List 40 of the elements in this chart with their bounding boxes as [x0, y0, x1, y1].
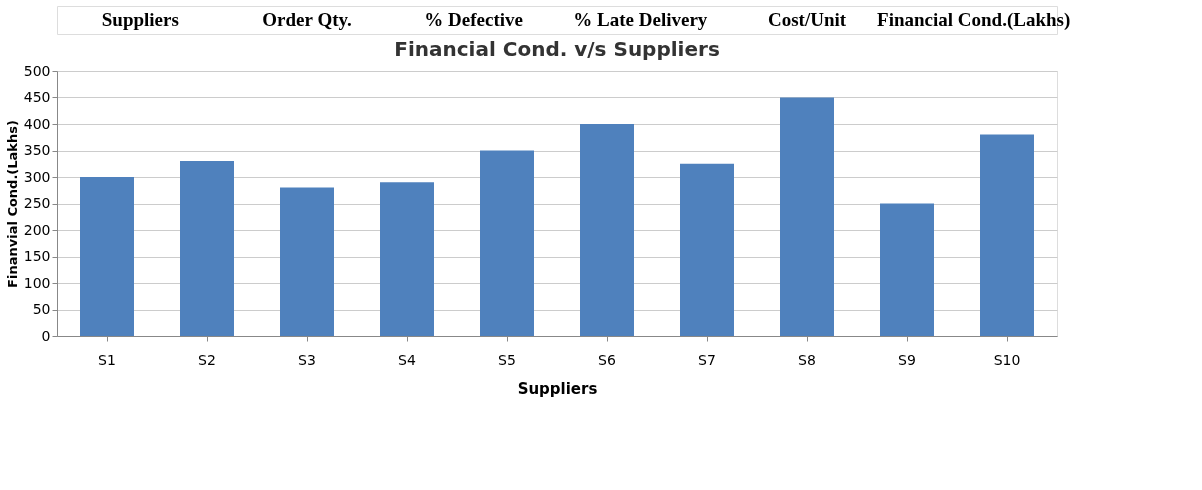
y-tick-label: 250 [23, 195, 51, 211]
y-tick-label: 200 [23, 221, 51, 238]
x-tick-label: S1 [98, 351, 116, 368]
text: % Defective [424, 9, 523, 30]
x-tick-label: S5 [498, 351, 516, 368]
bar [680, 163, 734, 336]
bar [980, 134, 1034, 336]
bar [880, 203, 934, 336]
bar [580, 124, 634, 336]
text: Suppliers [101, 9, 179, 30]
x-tick-label: S8 [798, 351, 816, 368]
y-tick-label: 150 [23, 248, 51, 264]
text: Cost/Unit [767, 9, 847, 30]
x-tick-label: S6 [598, 351, 616, 368]
x-tick-label: S9 [898, 351, 916, 368]
x-tick-label: S7 [698, 351, 716, 368]
x-tick-label: S4 [398, 351, 416, 368]
bar [380, 182, 434, 336]
text: % Late Delivery [573, 9, 708, 30]
y-tick-label: 50 [32, 301, 51, 317]
x-tick-label: S3 [298, 351, 316, 368]
y-tick-label: 0 [41, 327, 51, 344]
bar [80, 177, 134, 336]
y-tick-label: 500 [23, 62, 51, 79]
x-tick-label: S10 [993, 351, 1021, 368]
text: Financial Cond.(Lakhs) [877, 9, 1071, 31]
chart-title: Financial Cond. v/s Suppliers [394, 37, 720, 61]
y-tick-label: 400 [23, 115, 51, 132]
bar [180, 161, 234, 336]
y-tick-label: 100 [23, 274, 51, 291]
x-tick-label: S2 [198, 351, 216, 368]
y-tick-label: 450 [23, 89, 51, 105]
y-axis-title: Finanvial Cond.(Lakhs) [4, 120, 20, 288]
bar [280, 187, 334, 336]
bar [480, 150, 534, 336]
x-axis-title: Suppliers [517, 379, 598, 398]
text: Order Qty. [262, 9, 352, 30]
y-tick-label: 300 [23, 168, 51, 185]
y-tick-label: 350 [23, 142, 51, 158]
bar [780, 97, 834, 336]
